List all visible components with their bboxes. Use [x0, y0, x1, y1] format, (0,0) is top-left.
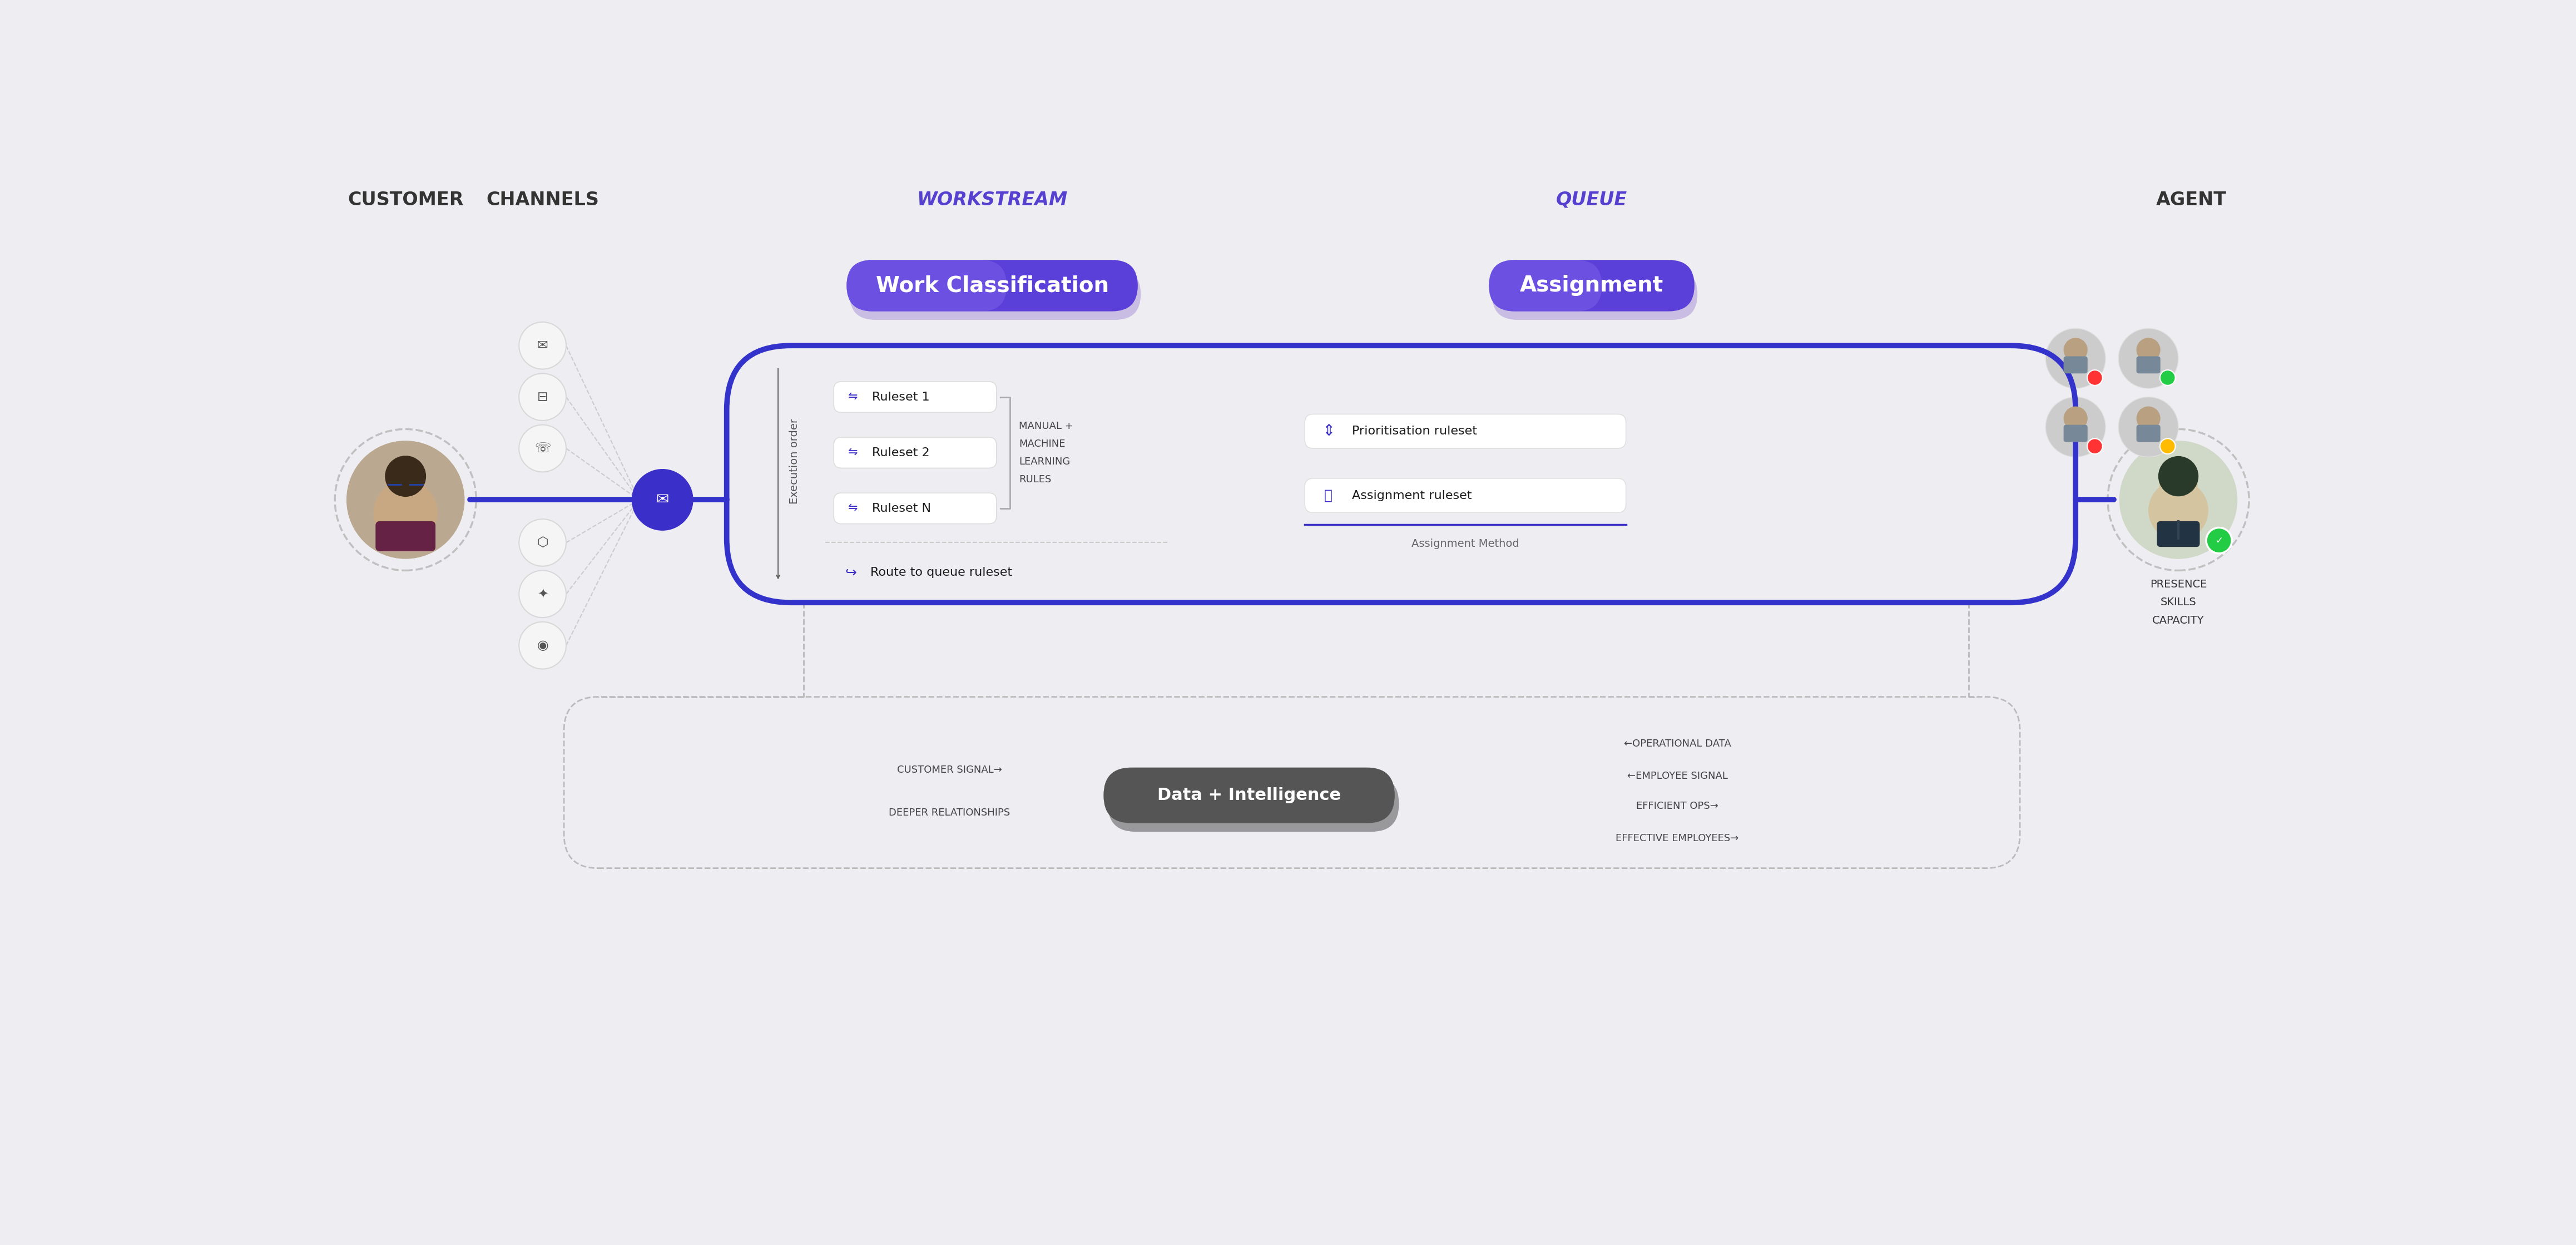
- Text: ⬡: ⬡: [536, 535, 549, 549]
- Text: Assignment: Assignment: [1520, 275, 1664, 296]
- Text: Data + Intelligence: Data + Intelligence: [1157, 787, 1342, 803]
- Text: ⇋: ⇋: [848, 447, 858, 458]
- FancyBboxPatch shape: [2063, 425, 2087, 442]
- Circle shape: [2063, 337, 2087, 362]
- FancyBboxPatch shape: [1306, 478, 1625, 513]
- Circle shape: [518, 570, 567, 618]
- Text: CHANNELS: CHANNELS: [487, 190, 600, 209]
- Text: ◉: ◉: [536, 639, 549, 652]
- FancyBboxPatch shape: [1489, 260, 1695, 311]
- Circle shape: [2136, 337, 2161, 362]
- Text: DEEPER RELATIONSHIPS: DEEPER RELATIONSHIPS: [889, 808, 1010, 818]
- Text: Work Classification: Work Classification: [876, 275, 1108, 296]
- Circle shape: [386, 466, 425, 504]
- Circle shape: [2087, 438, 2102, 454]
- Circle shape: [345, 441, 464, 559]
- Circle shape: [518, 374, 567, 421]
- Text: ⬦: ⬦: [1324, 489, 1332, 502]
- FancyBboxPatch shape: [2063, 356, 2087, 374]
- FancyBboxPatch shape: [2136, 356, 2161, 374]
- Text: ⇋: ⇋: [848, 503, 858, 514]
- Circle shape: [2045, 329, 2105, 388]
- Circle shape: [2159, 438, 2174, 454]
- Text: PRESENCE
SKILLS
CAPACITY: PRESENCE SKILLS CAPACITY: [2151, 579, 2208, 626]
- Text: Route to queue ruleset: Route to queue ruleset: [871, 566, 1012, 578]
- Circle shape: [518, 322, 567, 370]
- Text: ⇋: ⇋: [848, 391, 858, 402]
- FancyBboxPatch shape: [376, 522, 435, 552]
- FancyBboxPatch shape: [835, 493, 997, 524]
- FancyBboxPatch shape: [848, 260, 1007, 311]
- Text: ✉: ✉: [657, 492, 670, 508]
- Circle shape: [631, 469, 693, 530]
- Text: Ruleset 1: Ruleset 1: [873, 391, 930, 402]
- Circle shape: [2045, 397, 2105, 457]
- Circle shape: [2063, 406, 2087, 431]
- Text: ✓: ✓: [2215, 535, 2223, 545]
- Circle shape: [2120, 441, 2239, 559]
- Text: ↪: ↪: [845, 566, 858, 579]
- Text: ←OPERATIONAL DATA: ←OPERATIONAL DATA: [1623, 740, 1731, 749]
- Circle shape: [2136, 406, 2161, 431]
- Text: Ruleset N: Ruleset N: [873, 503, 933, 514]
- Circle shape: [518, 621, 567, 669]
- Circle shape: [2087, 370, 2102, 386]
- Circle shape: [384, 456, 425, 497]
- FancyBboxPatch shape: [1492, 269, 1698, 320]
- Text: Prioritisation ruleset: Prioritisation ruleset: [1352, 426, 1476, 437]
- Circle shape: [2117, 329, 2179, 388]
- FancyBboxPatch shape: [2136, 425, 2161, 442]
- Text: Ruleset 2: Ruleset 2: [873, 447, 930, 458]
- FancyBboxPatch shape: [850, 269, 1141, 320]
- Circle shape: [518, 425, 567, 472]
- Circle shape: [2159, 370, 2174, 386]
- FancyBboxPatch shape: [1489, 260, 1602, 311]
- Text: CUSTOMER SIGNAL→: CUSTOMER SIGNAL→: [896, 764, 1002, 774]
- FancyBboxPatch shape: [1306, 415, 1625, 448]
- Text: ✦: ✦: [536, 588, 549, 600]
- Text: ⇕: ⇕: [1321, 423, 1334, 439]
- Circle shape: [2159, 466, 2197, 504]
- FancyBboxPatch shape: [835, 437, 997, 468]
- Circle shape: [2205, 528, 2231, 553]
- Circle shape: [2148, 481, 2208, 540]
- FancyBboxPatch shape: [835, 381, 997, 412]
- Circle shape: [2159, 456, 2197, 497]
- FancyBboxPatch shape: [2156, 522, 2200, 547]
- Text: Execution order: Execution order: [788, 418, 799, 504]
- Text: Assignment ruleset: Assignment ruleset: [1352, 491, 1471, 500]
- Circle shape: [2117, 397, 2179, 457]
- Text: ⊟: ⊟: [536, 391, 549, 403]
- FancyBboxPatch shape: [848, 260, 1139, 311]
- Text: AGENT: AGENT: [2156, 190, 2226, 209]
- FancyBboxPatch shape: [1108, 776, 1399, 832]
- Text: QUEUE: QUEUE: [1556, 190, 1628, 209]
- Text: MANUAL +
MACHINE
LEARNING
RULES: MANUAL + MACHINE LEARNING RULES: [1018, 421, 1074, 484]
- Text: EFFECTIVE EMPLOYEES→: EFFECTIVE EMPLOYEES→: [1615, 833, 1739, 843]
- Text: Assignment Method: Assignment Method: [1412, 539, 1520, 549]
- FancyBboxPatch shape: [1103, 767, 1394, 823]
- Circle shape: [374, 481, 438, 545]
- Text: WORKSTREAM: WORKSTREAM: [917, 190, 1066, 209]
- Text: CUSTOMER: CUSTOMER: [348, 190, 464, 209]
- Text: ☏: ☏: [533, 442, 551, 456]
- Text: ←EMPLOYEE SIGNAL: ←EMPLOYEE SIGNAL: [1628, 771, 1728, 781]
- Circle shape: [518, 519, 567, 566]
- Text: EFFICIENT OPS→: EFFICIENT OPS→: [1636, 801, 1718, 810]
- Text: ✉: ✉: [536, 339, 549, 352]
